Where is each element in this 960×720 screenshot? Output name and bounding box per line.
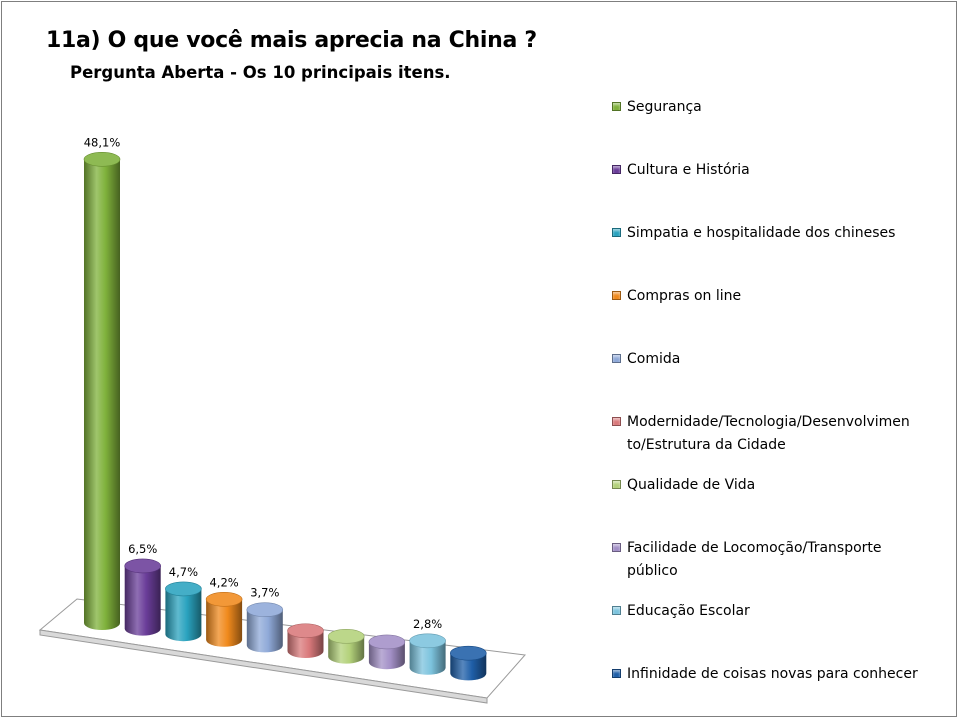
legend-label: Segurança [627,99,702,115]
data-labels: 48,1% 6,5% 4,7% 4,2% 3,7% 2,8% [84,135,443,630]
legend-label: Simpatia e hospitalidade dos chineses [627,225,896,241]
legend-swatch [612,228,621,237]
legend-swatch [612,669,621,678]
bar-2 [124,558,161,636]
data-label-4: 4,2% [209,575,238,589]
legend-item-2: Cultura e História [612,159,945,182]
legend-label: Educação Escolar [627,603,750,619]
data-label-5: 3,7% [250,586,279,600]
bar-9 [409,633,446,675]
chart-title: 11a) O que você mais aprecia na China ? [46,28,537,53]
legend-item-1: Segurança [612,96,945,119]
bar-3 [165,581,202,642]
bar-10 [449,645,487,681]
bar-8 [368,634,406,670]
bar-4 [205,592,243,647]
legend-swatch [612,354,621,363]
legend-label: Facilidade de Locomoção/Transporte públi… [627,540,882,579]
bar-1 [83,152,121,631]
data-label-9: 2,8% [413,617,442,631]
legend-swatch [612,480,621,489]
legend-label: Qualidade de Vida [627,477,756,493]
legend-item-10: Infinidade de coisas novas para conhecer [612,663,945,686]
chart-floor-edge [39,629,488,704]
bar-7 [327,629,365,664]
legend-label: Compras on line [627,288,742,304]
legend-swatch [612,165,621,174]
legend-item-7: Qualidade de Vida [612,474,945,497]
bars [83,152,487,681]
data-label-3: 4,7% [169,565,198,579]
legend-item-3: Simpatia e hospitalidade dos chineses [612,222,945,245]
legend-label: Cultura e História [627,162,750,178]
legend-swatch [612,606,621,615]
legend-item-5: Comida [612,348,945,371]
legend-item-4: Compras on line [612,285,945,308]
data-label-2: 6,5% [128,542,157,556]
chart-subtitle: Pergunta Aberta - Os 10 principais itens… [70,63,451,82]
legend-swatch [612,417,621,426]
legend-item-6: Modernidade/Tecnologia/Desenvolvimen to/… [612,411,945,457]
legend-label: Comida [627,351,681,367]
legend-item-8: Facilidade de Locomoção/Transporte públi… [612,537,945,583]
legend-swatch [612,543,621,552]
bar-6 [287,623,324,659]
legend-item-9: Educação Escolar [612,600,945,623]
bar-5 [246,602,284,653]
legend-label: Infinidade de coisas novas para conhecer [627,666,918,682]
legend-label: Modernidade/Tecnologia/Desenvolvimen to/… [627,414,910,453]
legend-swatch [612,291,621,300]
data-label-1: 48,1% [84,135,121,149]
legend-swatch [612,102,621,111]
